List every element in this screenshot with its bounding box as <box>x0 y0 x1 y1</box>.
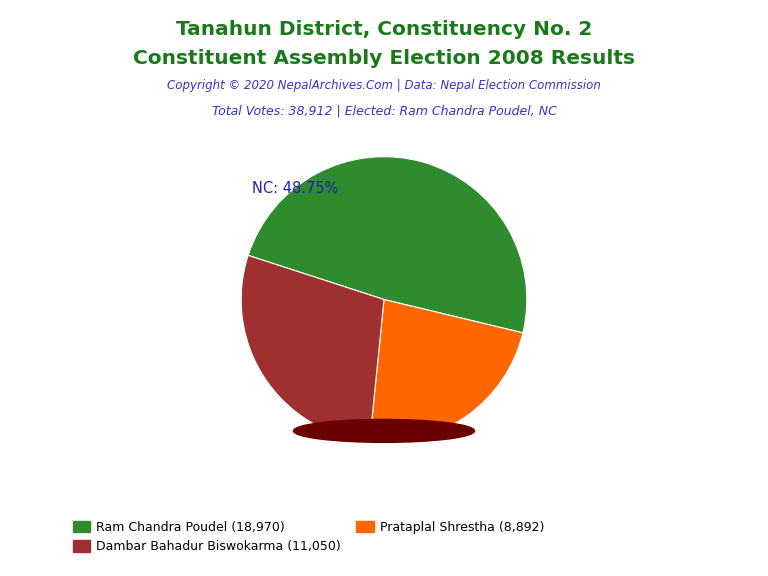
Text: Total Votes: 38,912 | Elected: Ram Chandra Poudel, NC: Total Votes: 38,912 | Elected: Ram Chand… <box>211 105 557 118</box>
Text: NC: 48.75%: NC: 48.75% <box>252 181 339 196</box>
Text: Constituent Assembly Election 2008 Results: Constituent Assembly Election 2008 Resul… <box>133 49 635 68</box>
Wedge shape <box>241 255 384 442</box>
Ellipse shape <box>293 419 475 442</box>
Text: CPN (M): 28.40%: CPN (M): 28.40% <box>0 575 1 576</box>
Wedge shape <box>369 300 523 442</box>
Text: CPN (UML): 22.85%: CPN (UML): 22.85% <box>0 575 1 576</box>
Wedge shape <box>248 157 527 333</box>
Legend: Ram Chandra Poudel (18,970), Dambar Bahadur Biswokarma (11,050), Prataplal Shres: Ram Chandra Poudel (18,970), Dambar Baha… <box>68 516 549 558</box>
Text: Copyright © 2020 NepalArchives.Com | Data: Nepal Election Commission: Copyright © 2020 NepalArchives.Com | Dat… <box>167 79 601 93</box>
Text: Tanahun District, Constituency No. 2: Tanahun District, Constituency No. 2 <box>176 20 592 39</box>
